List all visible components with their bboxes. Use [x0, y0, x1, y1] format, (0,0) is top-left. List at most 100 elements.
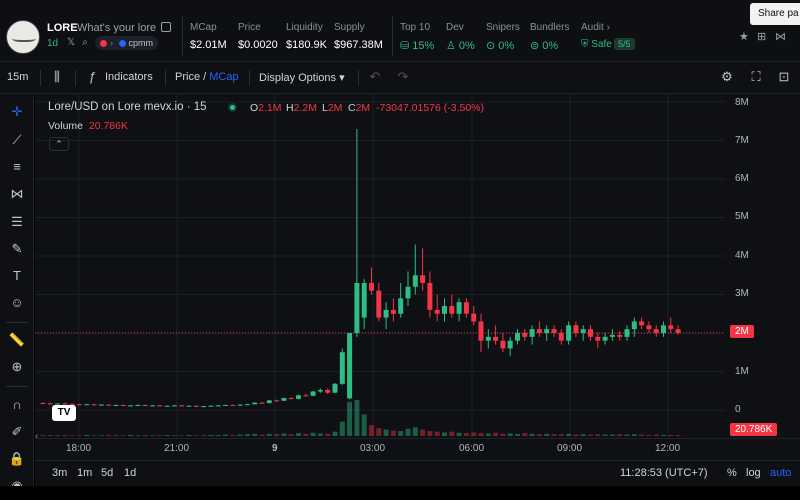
current-volume-tag: 20.786K — [730, 423, 778, 436]
candle-body — [215, 405, 221, 407]
volume-bar — [369, 425, 374, 436]
candle-body — [128, 405, 134, 407]
fullscreen-icon[interactable]: ⛶ — [751, 69, 761, 84]
chart-legend-title: Lore/USD on Lore mevx.io · 15 — [48, 101, 207, 113]
stat-value-snipers: ⊙ 0% — [486, 40, 515, 52]
candle-body — [193, 405, 199, 407]
brush-icon[interactable]: ✎ — [11, 241, 23, 256]
candle-body — [317, 389, 323, 392]
pencil-lock-icon[interactable]: ✐ — [11, 424, 23, 439]
candle-body — [463, 302, 469, 314]
volume-bar — [230, 434, 236, 436]
camera-icon[interactable]: ⊡ — [778, 69, 790, 84]
display-options-button[interactable]: Display Options ▾ — [259, 72, 345, 84]
candles-icon[interactable]: ⫼ — [54, 69, 60, 84]
undo-icon[interactable]: ↶ — [369, 69, 381, 84]
volume-bar — [135, 435, 141, 436]
range-1m[interactable]: 1m — [77, 467, 93, 479]
volume-bar — [317, 433, 323, 436]
log-toggle[interactable]: log — [746, 467, 761, 479]
candle-body — [536, 329, 542, 333]
candle-body — [296, 395, 301, 399]
volume-bar — [237, 434, 243, 436]
volume-bar — [390, 430, 396, 436]
fib-icon[interactable]: ☰ — [11, 214, 23, 229]
time-axis[interactable]: 18:00 21:00 9 03:00 06:00 09:00 12:00 — [35, 438, 800, 460]
volume-bar — [442, 432, 447, 436]
utc-clock[interactable]: 11:28:53 (UTC+7) — [620, 467, 708, 479]
star-icon[interactable]: ★ — [739, 31, 749, 43]
horizontal-lines-icon[interactable]: ≡ — [13, 159, 21, 174]
candlestick-plot[interactable] — [35, 94, 800, 438]
tradingview-logo[interactable]: TV — [52, 405, 76, 421]
volume-bar — [69, 435, 75, 436]
volume-bar — [551, 434, 557, 436]
candle-body — [164, 405, 170, 407]
audit-label[interactable]: Audit › — [581, 22, 610, 33]
range-3m[interactable]: 3m — [52, 467, 68, 479]
volume-bar — [383, 429, 389, 436]
interval-button[interactable]: 15m — [7, 71, 29, 83]
stat-value-price: $0.0020 — [238, 39, 278, 51]
expand-toolbar-icon[interactable]: ‹ — [35, 431, 39, 442]
candle-body — [332, 383, 338, 393]
volume-bar — [515, 433, 520, 436]
ruler-icon[interactable]: 📏 — [8, 332, 26, 347]
auto-toggle[interactable]: auto — [770, 467, 792, 479]
volume-bar — [113, 435, 119, 436]
volume-bar — [179, 435, 185, 436]
percent-toggle[interactable]: % — [727, 467, 737, 479]
magnet-icon[interactable]: ∩ — [12, 397, 22, 412]
zoom-in-icon[interactable]: ⊕ — [11, 359, 23, 374]
range-1d[interactable]: 1d — [124, 467, 137, 479]
copy-icon[interactable] — [161, 22, 171, 32]
token-logo[interactable] — [6, 20, 40, 54]
settings-icon[interactable]: ⚙ — [721, 69, 733, 84]
candle-body — [398, 298, 404, 314]
candle-body — [646, 325, 652, 330]
volume-bar — [639, 434, 645, 436]
volume-legend: Volume 20.786K — [48, 120, 128, 132]
live-status-dot — [228, 103, 237, 112]
crosshair-icon[interactable]: ✛ — [11, 104, 23, 119]
emoji-icon[interactable]: ☺ — [10, 295, 24, 310]
candle-body — [325, 389, 331, 393]
text-icon[interactable]: T — [13, 268, 21, 283]
redo-icon[interactable]: ↷ — [397, 69, 409, 84]
token-name: LORE — [47, 22, 78, 34]
candle-body — [507, 340, 513, 349]
candle-body — [493, 336, 499, 341]
volume-bar — [208, 434, 214, 436]
pattern-icon[interactable]: ⋈ — [10, 186, 24, 201]
candle-body — [427, 282, 433, 310]
candle-body — [456, 302, 462, 314]
volume-bar — [347, 401, 353, 436]
price-axis-label: 5M — [735, 211, 749, 222]
volume-bar — [675, 434, 681, 436]
current-price-tag: 2M — [730, 325, 754, 338]
price-chart[interactable]: Lore/USD on Lore mevx.io · 15 O2.1M H2.2… — [35, 94, 800, 460]
price-mcap-toggle[interactable]: Price / MCap — [175, 71, 239, 83]
candle-body — [113, 404, 119, 406]
volume-bar — [77, 435, 82, 436]
candle-body — [522, 333, 528, 337]
price-axis-label: 0 — [735, 404, 741, 415]
source-icon — [100, 40, 107, 47]
indicators-icon[interactable]: ƒ — [88, 69, 96, 84]
collapse-legend-button[interactable]: ⌃ — [49, 137, 69, 151]
lock-icon[interactable]: 🔒 — [8, 451, 26, 466]
trendline-icon[interactable]: ⟋ — [12, 132, 22, 147]
candle-body — [434, 309, 440, 314]
candle-body — [405, 286, 411, 299]
volume-bar — [244, 434, 250, 436]
range-5d[interactable]: 5d — [101, 467, 114, 479]
x-icon[interactable]: 𝕏 — [66, 37, 76, 48]
eye-icon[interactable]: ◉ — [8, 477, 26, 495]
price-axis-label: 6M — [735, 173, 749, 184]
search-icon[interactable]: ⌕ — [82, 37, 88, 48]
volume-bar — [558, 434, 564, 436]
indicators-button[interactable]: Indicators — [105, 71, 153, 83]
pair-pill[interactable]: › cpmm — [95, 36, 159, 50]
share-icon[interactable]: ⋈ — [775, 31, 786, 43]
add-watch-icon[interactable]: ⊞ — [757, 31, 767, 43]
